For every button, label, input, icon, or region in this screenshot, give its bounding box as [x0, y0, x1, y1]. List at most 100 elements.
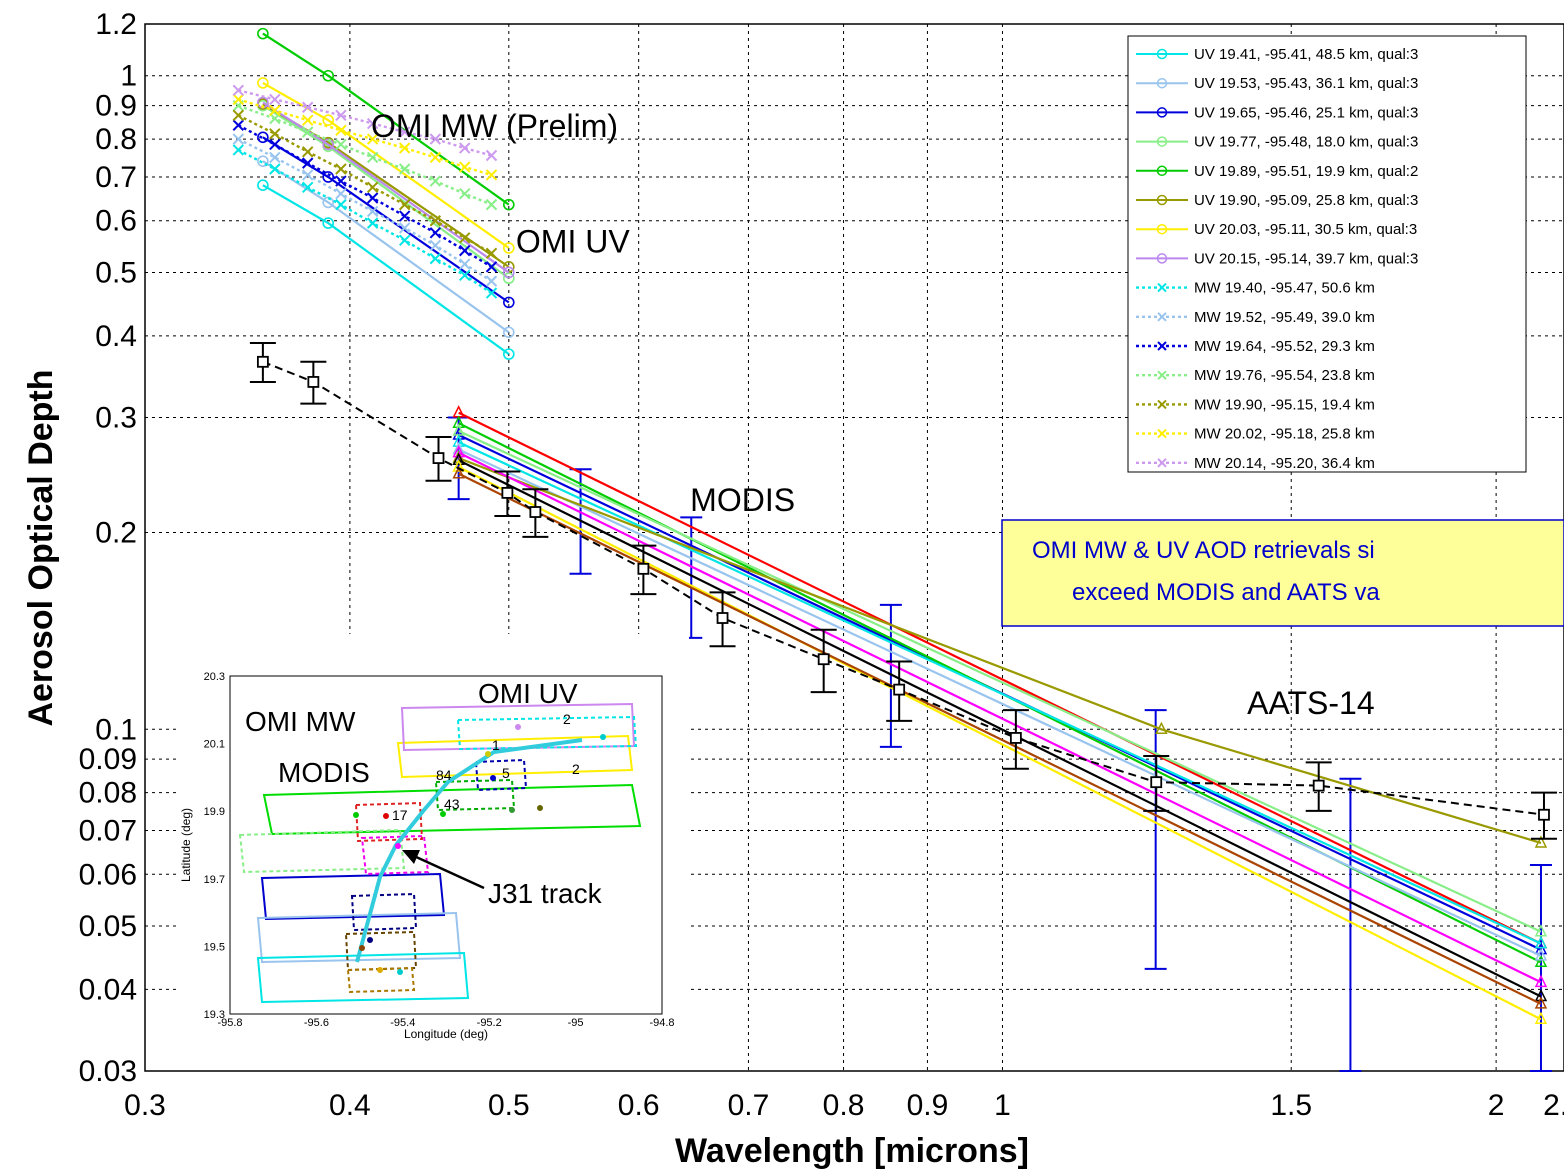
- omi-uv-point: [257, 77, 269, 89]
- omi-mw-point: [429, 151, 442, 164]
- inset-num-g: 17: [392, 807, 408, 823]
- omi-mw-point: [302, 126, 314, 138]
- legend-label: MW 19.64, -95.52, 29.3 km: [1194, 338, 1375, 355]
- inset-x-tick: -95.2: [477, 1017, 502, 1029]
- omi-uv-point: [257, 179, 269, 192]
- inset-footprint: [346, 966, 416, 994]
- aats-point: [817, 653, 830, 666]
- aats-point: [307, 376, 320, 388]
- aats-point: [716, 612, 729, 624]
- legend-label: MW 20.14, -95.20, 36.4 km: [1194, 455, 1375, 472]
- y-tick-label: 0.8: [95, 123, 137, 156]
- legend-marker: [1157, 458, 1167, 468]
- modis-point: [1534, 948, 1548, 961]
- inset-x-tick: -95.4: [390, 1017, 415, 1029]
- inset-num-e: 84: [436, 767, 452, 783]
- y-tick-label: 0.09: [79, 743, 137, 776]
- omi-mw-point: [232, 133, 245, 145]
- inset-footprint: [344, 930, 418, 972]
- omi-mw-point: [366, 181, 379, 194]
- inset-point: [359, 945, 365, 951]
- modis-series-line: [458, 411, 1542, 945]
- modis-point: [452, 427, 465, 440]
- legend-marker: [1156, 165, 1168, 177]
- aats-point: [1009, 732, 1022, 744]
- omi-uv-series-line: [262, 81, 510, 249]
- omi-uv-point: [503, 348, 515, 360]
- omi-mw-point: [366, 117, 379, 130]
- y-tick-label: 0.5: [95, 256, 137, 289]
- inset-footprint: [238, 828, 406, 874]
- inset-point: [377, 967, 383, 973]
- legend-marker: [1156, 107, 1168, 118]
- aats-point: [1538, 808, 1550, 821]
- omi-mw-point: [232, 119, 245, 131]
- x-tick-label: 0.9: [907, 1089, 949, 1122]
- omi-mw-point: [398, 198, 411, 211]
- omi-mw-point: [485, 261, 498, 273]
- legend-label: UV 20.15, -95.14, 39.7 km, qual:3: [1194, 250, 1418, 267]
- modis-point: [452, 466, 465, 479]
- inset-footprint: [434, 778, 516, 812]
- inset-label-track: J31 track: [488, 878, 603, 909]
- callout-line-2: exceed MODIS and AATS va: [1072, 579, 1380, 606]
- modis-point: [452, 452, 465, 466]
- grid-lines: [145, 24, 1564, 1071]
- inset-point: [515, 724, 521, 730]
- inset-label-modis: MODIS: [278, 757, 370, 788]
- inset-label-omi-mw: OMI MW: [245, 706, 356, 737]
- omi-mw-point: [429, 133, 442, 145]
- aats-point: [1312, 779, 1325, 792]
- y-tick-label: 1.2: [95, 8, 137, 41]
- inset-y-tick: 19.3: [204, 1009, 225, 1021]
- omi-uv-series-line: [262, 184, 510, 355]
- legend-label: MW 19.76, -95.54, 23.8 km: [1194, 367, 1375, 384]
- modis-point: [1534, 1011, 1548, 1025]
- inset-point: [600, 734, 606, 740]
- omi-mw-point: [485, 149, 498, 162]
- omi-mw-point: [232, 93, 245, 106]
- y-tick-label: 0.06: [79, 858, 137, 891]
- y-tick-label: 0.4: [95, 320, 137, 353]
- inset-footprint: [350, 892, 418, 932]
- legend-box: [1127, 35, 1527, 473]
- modis-series-line: [458, 451, 1542, 984]
- inset-point: [537, 805, 543, 811]
- x-tick-label: 1: [994, 1089, 1011, 1122]
- omi-mw-point: [302, 157, 314, 169]
- inset-num-c: 5: [502, 765, 510, 781]
- modis-series-line: [458, 466, 1542, 1021]
- aats-point: [432, 452, 445, 464]
- inset-point: [485, 751, 491, 757]
- omi-uv-series-line: [262, 101, 510, 274]
- omi-mw-point: [485, 169, 498, 181]
- y-tick-label: 0.1: [95, 713, 137, 746]
- y-tick-label: 0.07: [79, 815, 137, 848]
- data-series: [232, 27, 1557, 1072]
- axis-ticks: 0.30.40.50.60.70.80.911.522.20.030.040.0…: [79, 8, 1564, 1122]
- callout-line-1: OMI MW & UV AOD retrievals si: [1032, 537, 1375, 564]
- modis-series-line: [458, 457, 1542, 844]
- inset-arrow-head: [402, 850, 420, 864]
- annotation-omi-uv: OMI UV: [516, 223, 630, 259]
- x-tick-label: 1.5: [1270, 1089, 1312, 1122]
- legend-marker: [1156, 223, 1168, 235]
- legend-label: UV 19.90, -95.09, 25.8 km, qual:3: [1194, 192, 1418, 209]
- modis-point: [452, 459, 465, 472]
- omi-uv-series-line: [262, 104, 510, 280]
- omi-mw-point: [485, 247, 498, 259]
- omi-mw-point: [429, 239, 442, 252]
- inset-point: [367, 937, 373, 943]
- inset-footprint: [256, 911, 462, 964]
- modis-point: [452, 444, 465, 458]
- legend-marker: [1156, 77, 1168, 89]
- inset-point: [440, 811, 446, 817]
- aats-point: [1150, 776, 1163, 789]
- inset-content: -95.8 -95.6 -95.4 -95.2 -95 -94.8 19.3 19.5 19.7…: [204, 671, 675, 1029]
- legend-marker: [1156, 136, 1168, 147]
- omi-uv-series-line: [262, 160, 510, 334]
- omi-mw-point: [302, 169, 314, 181]
- omi-mw-point: [459, 161, 471, 173]
- x-tick-label: 0.5: [488, 1089, 530, 1122]
- omi-mw-point: [366, 133, 379, 145]
